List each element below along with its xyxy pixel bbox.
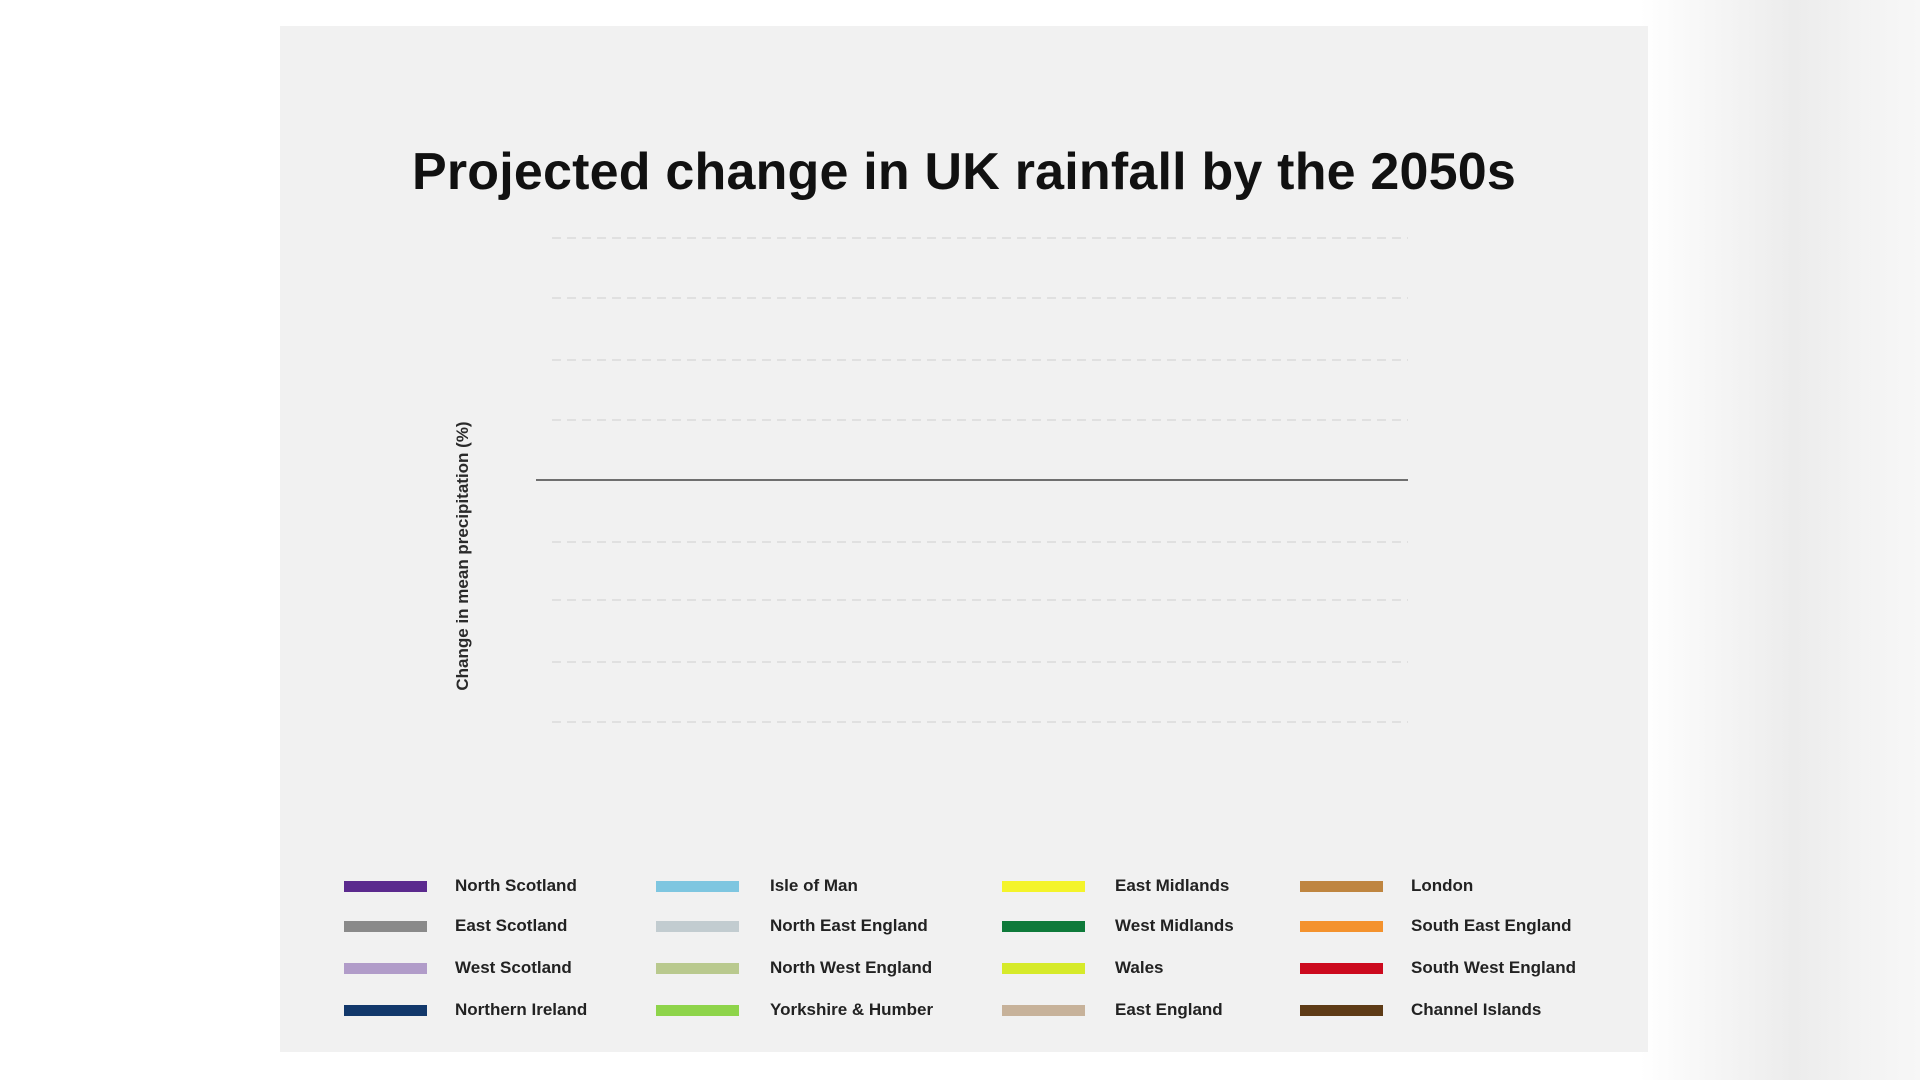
legend-swatch xyxy=(344,963,427,974)
chart-title: Projected change in UK rainfall by the 2… xyxy=(411,143,1517,201)
legend-item: West Scotland xyxy=(344,956,655,980)
legend-swatch xyxy=(344,921,427,932)
legend-item: London xyxy=(1300,874,1611,898)
legend-swatch xyxy=(1300,1005,1383,1016)
legend-swatch xyxy=(1002,921,1085,932)
legend-label: East Scotland xyxy=(455,916,568,935)
legend-label: West Scotland xyxy=(455,958,572,977)
chart-panel: Projected change in UK rainfall by the 2… xyxy=(280,26,1648,1052)
right-edge-shadow xyxy=(1640,0,1920,1080)
legend-swatch xyxy=(656,881,739,892)
legend-label: London xyxy=(1411,876,1474,895)
legend-item: Wales xyxy=(1002,956,1315,980)
legend-item: South East England xyxy=(1300,914,1611,938)
legend-swatch xyxy=(1300,963,1383,974)
legend-swatch xyxy=(1002,1005,1085,1016)
legend-swatch xyxy=(1002,881,1085,892)
legend-label: North Scotland xyxy=(455,876,577,895)
legend-label: Yorkshire & Humber xyxy=(770,1000,934,1019)
legend-swatch xyxy=(1300,921,1383,932)
legend-swatch xyxy=(344,881,427,892)
legend-label: West Midlands xyxy=(1115,916,1234,935)
plot-area xyxy=(536,237,1408,723)
legend-swatch xyxy=(656,921,739,932)
legend-label: East Midlands xyxy=(1115,876,1230,895)
legend-item: North East England xyxy=(656,914,970,938)
legend-swatch xyxy=(344,1005,427,1016)
legend-item: North Scotland xyxy=(344,874,655,898)
legend-label: Northern Ireland xyxy=(455,1000,588,1019)
legend-label: East England xyxy=(1115,1000,1223,1019)
gridlines xyxy=(552,237,1408,723)
legend-item: Channel Islands xyxy=(1300,998,1611,1022)
legend-swatch xyxy=(656,1005,739,1016)
legend-label: Isle of Man xyxy=(770,876,858,895)
legend-item: South West England xyxy=(1300,956,1611,980)
legend-label: South West England xyxy=(1411,958,1576,977)
legend-item: Northern Ireland xyxy=(344,998,655,1022)
legend-label: North West England xyxy=(770,958,933,977)
legend-swatch xyxy=(1300,881,1383,892)
legend-label: North East England xyxy=(770,916,928,935)
legend-item: East Midlands xyxy=(1002,874,1315,898)
legend: North Scotland East Scotland West Scotland… xyxy=(280,26,1648,1052)
legend-item: East England xyxy=(1002,998,1315,1022)
legend-label: Wales xyxy=(1115,958,1164,977)
legend-swatch xyxy=(1002,963,1085,974)
legend-item: North West England xyxy=(656,956,970,980)
legend-item: West Midlands xyxy=(1002,914,1315,938)
legend-item: Yorkshire & Humber xyxy=(656,998,970,1022)
legend-label: Channel Islands xyxy=(1411,1000,1542,1019)
legend-item: East Scotland xyxy=(344,914,655,938)
legend-label: South East England xyxy=(1411,916,1572,935)
legend-swatch xyxy=(656,963,739,974)
legend-item: Isle of Man xyxy=(656,874,970,898)
